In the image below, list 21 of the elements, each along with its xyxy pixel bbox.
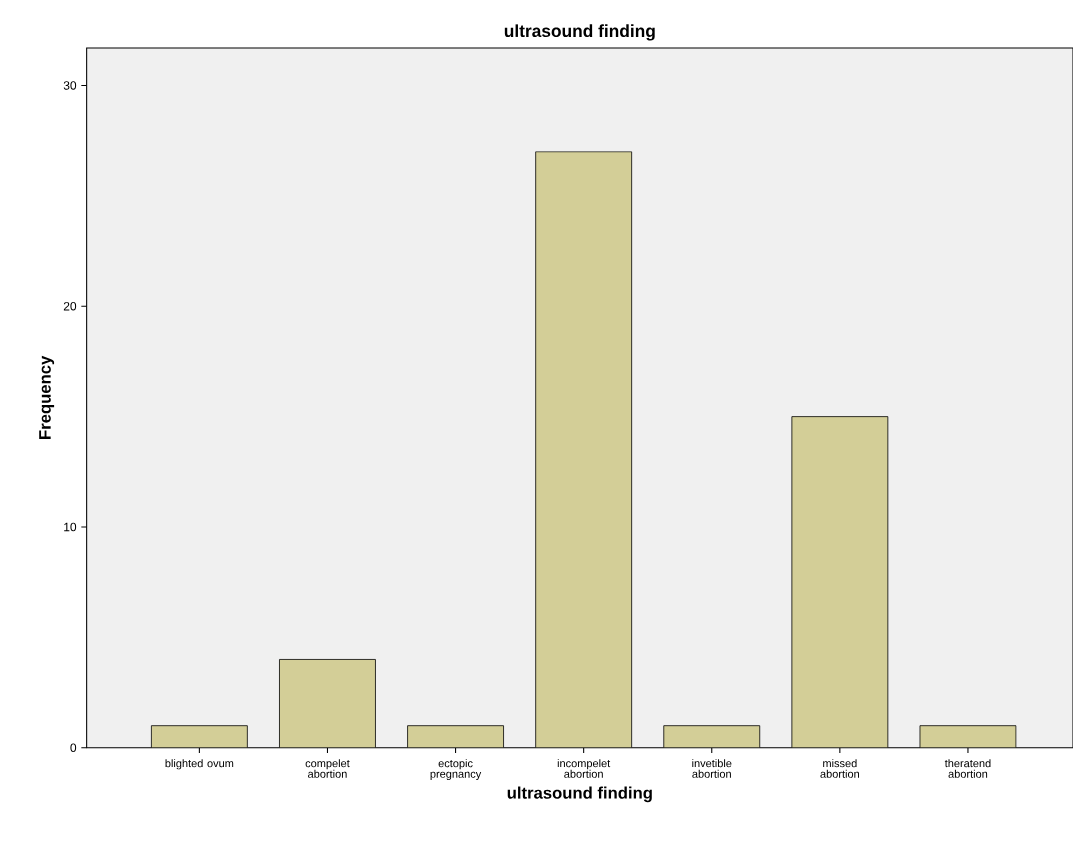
x-tick-label: missed abortion <box>820 759 859 778</box>
x-tick-label: incompelet abortion <box>557 759 611 778</box>
y-tick-label: 0 <box>70 743 77 753</box>
y-tick-label: 10 <box>64 522 77 532</box>
bar <box>279 659 376 748</box>
bar <box>791 416 888 748</box>
x-tick-label: theratend abortion <box>944 759 991 778</box>
x-tick-label: compelet abortion <box>305 759 350 778</box>
y-tick-label: 30 <box>63 81 77 90</box>
x-tick-label: blighted ovum <box>165 759 234 770</box>
bar <box>919 725 1017 748</box>
bar <box>535 151 633 748</box>
bar <box>407 725 504 748</box>
chart-title: ultrasound finding <box>504 24 655 41</box>
x-tick-label: ectopic pregnancy <box>430 759 482 781</box>
y-tick-label: 20 <box>63 302 77 311</box>
bar <box>150 725 248 748</box>
bar <box>663 725 761 748</box>
y-axis-title: Frequency <box>39 355 55 440</box>
x-axis-title: ultrasound finding <box>507 786 652 803</box>
x-tick-label: invetible abortion <box>692 759 732 778</box>
